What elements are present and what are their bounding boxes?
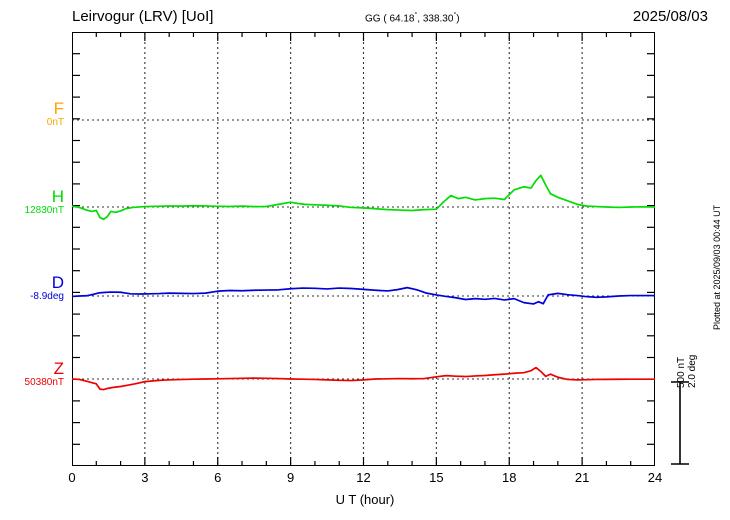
gg-lon-text: , 338.30 <box>417 13 454 25</box>
component-baselines <box>72 119 655 380</box>
x-tick-label-15: 15 <box>429 470 444 485</box>
x-tick-label-18: 18 <box>502 470 517 485</box>
component-letter-z: Z <box>53 359 64 378</box>
component-baseline-h: 12830nT <box>24 205 64 216</box>
component-letter-f: F <box>53 99 64 118</box>
magnetogram-plot <box>72 32 655 466</box>
scale-bar <box>671 381 689 465</box>
component-label-f: F 0nT <box>0 100 64 129</box>
component-baseline-z: 50380nT <box>24 377 64 388</box>
component-label-z: Z 50380nT <box>0 360 64 389</box>
component-baseline-f: 0nT <box>46 117 64 128</box>
x-tick-label-21: 21 <box>574 470 590 485</box>
degree-symbol-lon: ° <box>453 12 457 19</box>
x-tick-label-9: 9 <box>287 470 295 485</box>
gg-lat-text: GG ( 64.18 <box>365 13 415 25</box>
plotted-at-timestamp: Plotted at 2025/09/03 00:44 UT <box>712 204 722 330</box>
component-baseline-d: -8.9deg <box>30 291 64 302</box>
component-label-d: D -8.9deg <box>0 274 64 303</box>
x-tick-label-24: 24 <box>647 470 663 485</box>
x-axis-ticks <box>72 32 655 466</box>
observation-date: 2025/08/03 <box>632 8 708 25</box>
scale-deg-label: 2.0 deg <box>687 354 698 388</box>
component-letter-d: D <box>51 273 64 292</box>
component-letter-h: H <box>51 187 64 206</box>
scale-nt-label: 500 nT <box>676 356 687 388</box>
x-tick-label-3: 3 <box>141 470 149 485</box>
x-tick-label-6: 6 <box>214 470 222 485</box>
geographic-coordinates: GG ( 64.18°, 338.30°) <box>365 12 460 24</box>
x-axis-title: U T (hour) <box>335 492 395 507</box>
component-label-h: H 12830nT <box>0 188 64 217</box>
y-axis-ticks <box>72 53 655 445</box>
x-axis-tick-labels: 0 3 6 9 12 15 18 21 24 <box>68 470 662 490</box>
data-traces <box>72 174 655 391</box>
degree-symbol-lat: ° <box>414 12 418 19</box>
x-tick-label-0: 0 <box>68 470 76 485</box>
gg-close-paren: ) <box>456 13 460 25</box>
station-title: Leirvogur (LRV) [UoI] <box>72 8 214 25</box>
x-tick-label-12: 12 <box>356 470 371 485</box>
gridlines <box>144 32 583 466</box>
scale-bar-labels: 500 nT 2.0 deg <box>676 316 698 388</box>
